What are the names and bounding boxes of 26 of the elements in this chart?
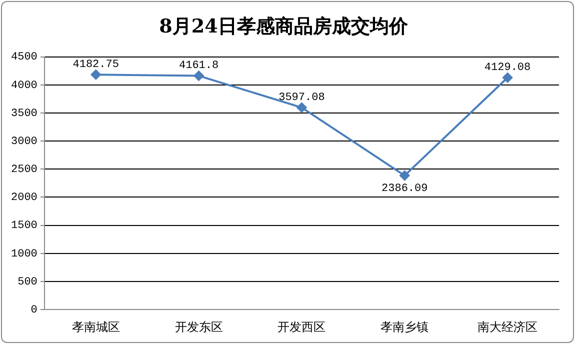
y-tick-label: 3000 — [11, 136, 38, 148]
data-label: 2386.09 — [382, 182, 428, 195]
x-tick-label: 开发东区 — [174, 320, 223, 334]
y-tick-label: 500 — [18, 276, 38, 288]
y-tick-label: 1500 — [11, 220, 38, 232]
data-label: 4161.8 — [178, 60, 219, 72]
x-tick-label: 南大经济区 — [478, 320, 538, 334]
chart-title: 8月24日孝感商品房成交均价 — [159, 15, 409, 38]
point — [194, 70, 204, 81]
y-tick-label: 0 — [30, 304, 38, 317]
y-tick-label: 2500 — [11, 164, 38, 176]
data-label: 4129.08 — [484, 62, 531, 74]
data-label: 4182.75 — [72, 59, 119, 72]
point — [502, 72, 513, 83]
y-tick-label: 3500 — [11, 108, 38, 120]
y-tick-label: 4000 — [11, 80, 38, 92]
data-label: 3597.08 — [278, 92, 325, 104]
y-tick-label: 2000 — [11, 192, 38, 204]
point — [90, 70, 101, 80]
y-tick-label: 4500 — [11, 52, 38, 64]
x-tick-label: 开发西区 — [278, 320, 326, 334]
x-tick-label: 孝南乡镇 — [380, 320, 429, 334]
y-tick-label: 1000 — [11, 248, 38, 260]
point — [400, 170, 410, 181]
point — [296, 102, 307, 113]
x-tick-label: 孝南城区 — [72, 320, 120, 334]
